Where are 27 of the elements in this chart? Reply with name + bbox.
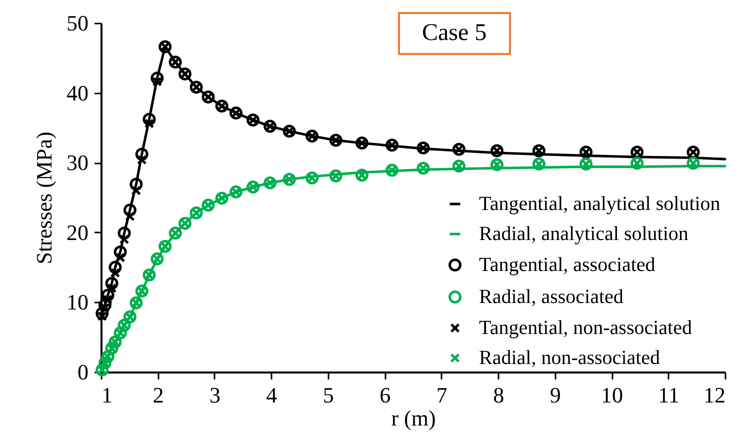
x-tick-label: 5	[322, 382, 334, 408]
y-axis-title: Stresses (MPa)	[32, 132, 56, 264]
x-tick-label: 7	[436, 382, 448, 408]
x-tick-label: 4	[266, 382, 278, 408]
y-tick-label: 0	[78, 360, 88, 384]
legend-label: Tangential, non-associated	[479, 317, 692, 339]
x-tick-label: 9	[550, 382, 561, 408]
y-tick-label: 30	[66, 150, 88, 176]
y-tick-label: 50	[66, 10, 88, 36]
x-tick-label: 3	[209, 382, 220, 408]
y-tick-label: 40	[66, 80, 88, 106]
x-tick-label: 11	[658, 382, 680, 408]
x-tick-label: 12	[704, 382, 726, 408]
legend-label: Tangential, analytical solution	[479, 193, 720, 215]
y-tick-label: 20	[66, 220, 88, 245]
legend-label: Radial, non-associated	[479, 347, 660, 369]
x-tick-label: 2	[152, 382, 164, 408]
x-tick-label: 6	[380, 382, 391, 408]
x-tick-label: 1	[102, 382, 112, 408]
y-tick-label: 10	[66, 290, 88, 315]
legend-label: Tangential, associated	[479, 254, 656, 276]
legend-label: Radial, associated	[479, 286, 624, 308]
x-tick-label: 10	[601, 382, 624, 408]
annotation: Case 5	[398, 12, 511, 55]
legend-label: Radial, analytical solution	[479, 223, 688, 245]
x-axis-title: r (m)	[391, 406, 436, 430]
x-tick-label: 8	[493, 382, 504, 408]
